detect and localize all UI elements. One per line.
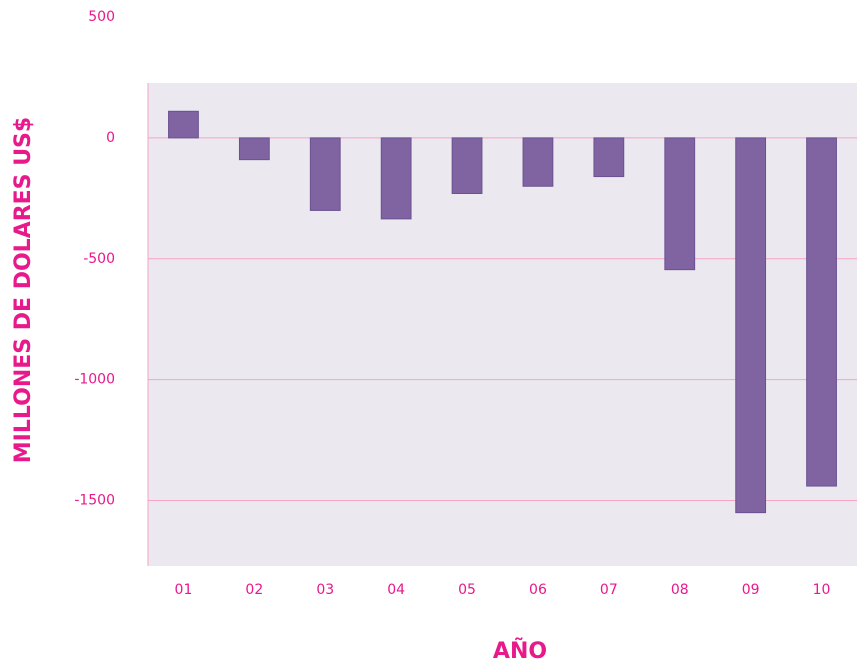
x-tick-label: 07 [600,582,618,598]
x-tick-label: 03 [316,582,334,598]
x-tick-label: 10 [813,582,831,598]
x-tick-label: 01 [175,582,193,598]
x-tick-label: 02 [245,582,263,598]
y-tick-label: 0 [106,130,115,146]
y-tick-label: -500 [83,251,115,267]
y-axis-title: MILLONES DE DOLARES US$ [11,117,36,463]
bar [238,137,270,161]
bar [593,137,625,178]
bar [735,137,767,514]
y-tick-label: -1000 [74,372,115,388]
bar [168,110,199,139]
bar [806,137,837,487]
x-tick-label: 04 [387,582,405,598]
x-tick-label: 06 [529,582,547,598]
x-axis-title: AÑO [493,638,547,664]
x-tick-label: 09 [742,582,760,598]
bar [664,137,696,271]
x-tick-label: 08 [671,582,689,598]
bar [522,137,554,187]
x-tick-label: 05 [458,582,476,598]
bar [451,137,483,194]
y-tick-label: 500 [88,9,115,25]
y-tick-label: -1500 [74,493,115,509]
bar [380,137,412,220]
bar [309,137,341,211]
